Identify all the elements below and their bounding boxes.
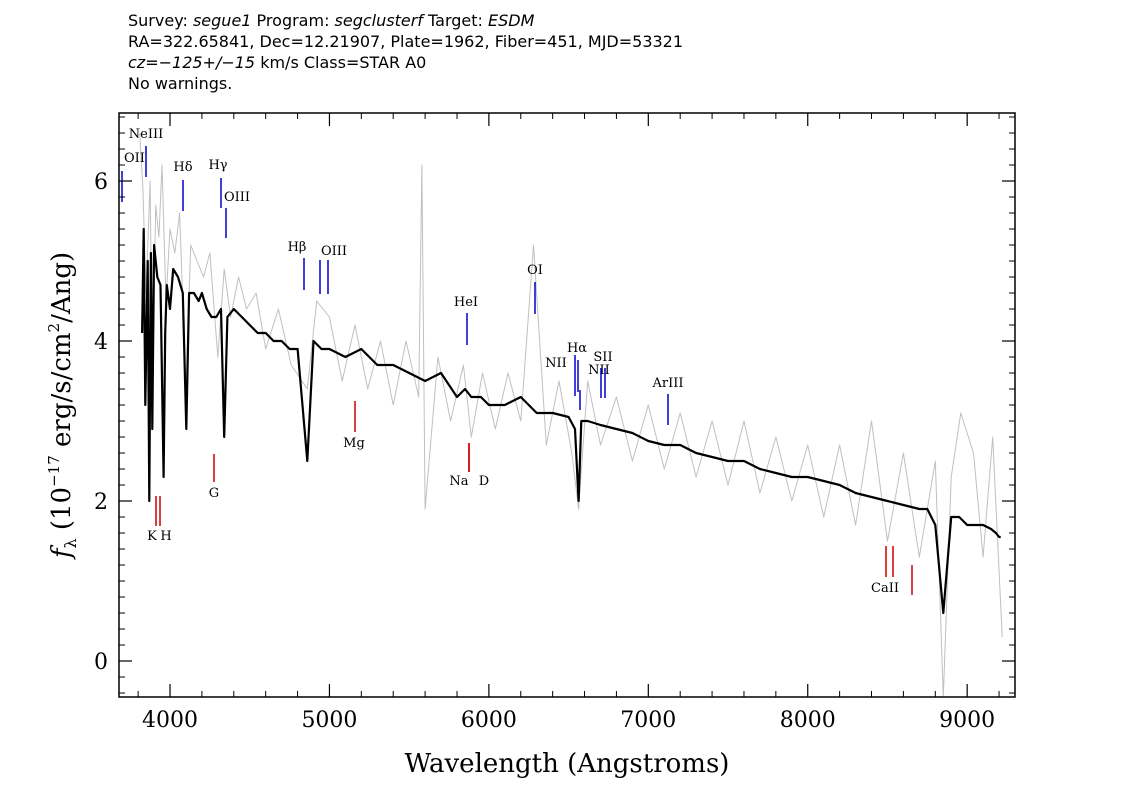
emission-line-label-h: Hβ (288, 240, 307, 255)
absorption-line-label-mg: Mg (343, 436, 365, 451)
emission-line-label-h: Hδ (173, 160, 192, 175)
y-axis-title-sub: λ (61, 538, 80, 548)
program-key: Program: (251, 11, 335, 30)
x-tick-label: 9000 (939, 708, 995, 733)
plot-frame (118, 112, 1016, 698)
x-tick-label: 7000 (620, 708, 676, 733)
emission-line-label-hei: HeI (454, 295, 478, 310)
class-text: km/s Class=STAR A0 (255, 53, 427, 72)
axis-ticks: 4000 5000 6000 7000 8000 9000 0 2 4 6 (94, 113, 1015, 733)
emission-line-label-nii: NII (588, 363, 610, 378)
emission-line-label-oiii: OIII (321, 244, 347, 259)
absorption-line-label-na: Na (449, 474, 468, 489)
y-axis-title: fλ (10−17 erg/s/cm2/Ang) (45, 252, 80, 560)
emission-line-label-oi: OI (527, 263, 543, 278)
x-tick-label: 8000 (780, 708, 836, 733)
y-axis-title-exp: −17 (45, 455, 63, 487)
survey-line: Survey: segue1 Program: segclusterf Targ… (128, 10, 683, 31)
emission-line-label-nii: NII (545, 356, 567, 371)
y-tick-label: 2 (94, 490, 108, 515)
x-axis-title: Wavelength (Angstroms) (405, 749, 730, 779)
x-tick-label: 4000 (142, 708, 198, 733)
emission-line-label-ariii: ArIII (651, 376, 683, 391)
target-key: Target: (422, 11, 488, 30)
y-tick-label: 6 (94, 170, 108, 195)
emission-line-label-h: Hα (567, 341, 587, 356)
x-tick-label: 5000 (301, 708, 357, 733)
redshift-line: cz=−125+/−15 km/s Class=STAR A0 (128, 52, 683, 73)
y-axis-title-exp2: 2 (45, 323, 63, 333)
emission-line-label-h: Hγ (208, 158, 227, 173)
absorption-line-label-k: K (147, 529, 157, 544)
y-axis-title-close: /Ang) (47, 252, 77, 323)
emission-line-label-oiii: OIII (224, 190, 250, 205)
emission-line-label-neiii: NeIII (129, 127, 163, 142)
survey-value: segue1 (192, 11, 252, 30)
absorption-line-label-d: D (479, 474, 489, 489)
emission-line-label-sii: SII (593, 350, 612, 365)
absorption-line-label-g: G (209, 486, 219, 501)
emission-line-label-oii: OII (124, 151, 145, 166)
y-axis-title-units: erg/s/cm (47, 332, 77, 455)
raw-flux-layer (139, 132, 1003, 697)
program-value: segclusterf (334, 11, 423, 30)
absorption-line-label-h: H (160, 529, 171, 544)
survey-key: Survey: (128, 11, 193, 30)
y-axis-title-open: (10 (47, 487, 77, 539)
warnings-line: No warnings. (128, 74, 233, 93)
smoothed-flux-series (141, 227, 1001, 615)
cz-value: cz=−125+/−15 (128, 53, 256, 72)
raw-flux-series (139, 132, 1003, 697)
x-tick-label: 6000 (461, 708, 517, 733)
spectrum-header: Survey: segue1 Program: segclusterf Targ… (128, 10, 683, 94)
y-tick-label: 4 (94, 330, 108, 355)
target-value: ESDM (488, 11, 535, 30)
absorption-line-label-caii: CaII (871, 581, 899, 596)
coordinates-line: RA=322.65841, Dec=12.21907, Plate=1962, … (128, 32, 684, 51)
smoothed-flux-layer (141, 227, 1001, 615)
y-tick-label: 0 (94, 650, 108, 675)
